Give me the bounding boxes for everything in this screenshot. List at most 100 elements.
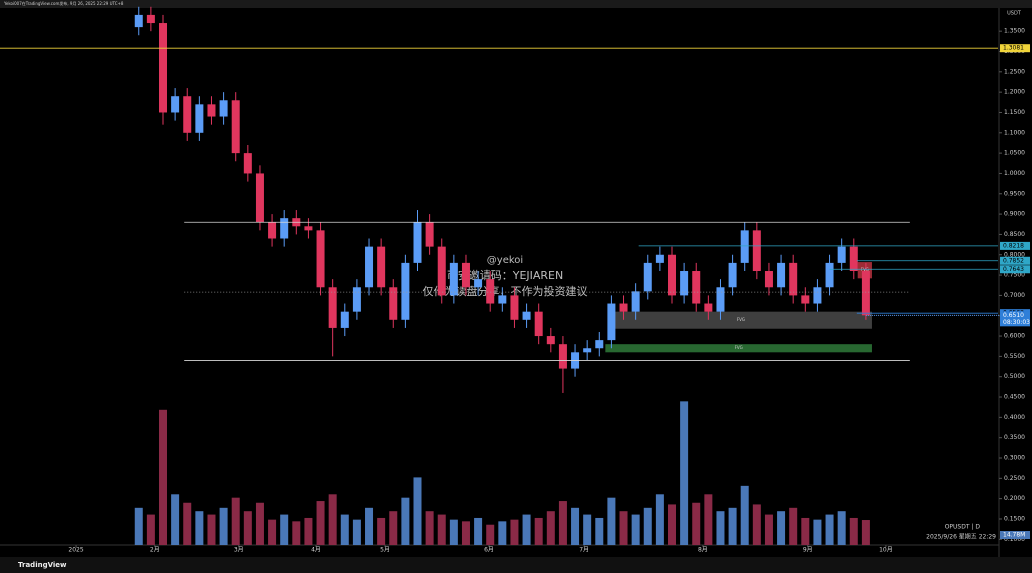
- volume-bar: [498, 521, 507, 545]
- y-tick-label: 0.4000: [1004, 414, 1025, 421]
- candle-body: [437, 246, 446, 296]
- candle-body: [231, 100, 240, 154]
- volume-bar: [546, 511, 555, 545]
- fvg-label: FVG: [861, 267, 869, 272]
- candle-body: [401, 262, 410, 320]
- candle-body: [558, 344, 567, 369]
- candle-body: [849, 246, 858, 272]
- volume-bar: [583, 514, 592, 545]
- candle-body: [607, 303, 616, 341]
- x-tick-label: 2月: [150, 547, 160, 554]
- y-tick-label: 0.3500: [1004, 434, 1025, 441]
- candle-body: [789, 262, 798, 296]
- candle-body: [255, 173, 264, 223]
- candle-body: [861, 271, 870, 316]
- candle-body: [643, 262, 652, 292]
- volume-bar: [680, 401, 689, 545]
- candle-body: [365, 246, 374, 288]
- candle-body: [304, 226, 313, 231]
- candle-body: [316, 230, 325, 288]
- price-tag-label: 1.3081: [1003, 45, 1024, 52]
- footer-bar: [0, 557, 1032, 573]
- candle-body: [219, 100, 228, 117]
- candle-body: [159, 23, 168, 113]
- volume-bar: [425, 511, 434, 545]
- volume-bar: [716, 511, 725, 545]
- volume-bar: [207, 514, 216, 545]
- candle-body: [522, 311, 531, 320]
- volume-bar: [607, 497, 616, 545]
- y-tick-label: 1.3500: [1004, 28, 1025, 35]
- last-price-tag: [1000, 311, 1030, 327]
- candle-body: [328, 287, 337, 328]
- x-tick-label: 6月: [484, 547, 494, 554]
- volume-bar: [595, 517, 604, 545]
- volume-bar: [631, 514, 640, 545]
- price-tag: [1000, 44, 1030, 53]
- volume-bar: [801, 517, 810, 545]
- volume-bar: [316, 501, 325, 545]
- candle-body: [183, 96, 192, 133]
- candle-body: [583, 348, 592, 353]
- volume-bar: [704, 494, 713, 545]
- volume-bar: [134, 507, 143, 545]
- volume-bar: [437, 514, 446, 545]
- y-tick-label: 0.8000: [1004, 251, 1025, 258]
- y-tick-label: 0.1000: [1004, 536, 1025, 543]
- candle-body: [667, 254, 676, 296]
- candle-body: [777, 262, 786, 288]
- volume-bar: [365, 507, 374, 545]
- candle-body: [134, 14, 143, 28]
- volume-bar: [643, 507, 652, 545]
- candle-body: [837, 246, 846, 263]
- candle-body: [474, 279, 483, 288]
- symbol: OPUSDT | D: [945, 524, 981, 531]
- x-tick-label: 5月: [380, 547, 390, 554]
- candle-body: [171, 96, 180, 113]
- volume-tag: [1000, 531, 1030, 539]
- y-tick-label: 0.5000: [1004, 373, 1025, 380]
- volume-bar: [171, 494, 180, 545]
- volume-bar: [255, 502, 264, 545]
- y-tick-label: 0.8500: [1004, 231, 1025, 238]
- volume-bar: [389, 511, 398, 545]
- y-tick-label: 0.7000: [1004, 292, 1025, 299]
- candle-body: [449, 262, 458, 296]
- candle-body: [146, 14, 155, 24]
- candle-body: [510, 295, 519, 320]
- candle-body: [377, 246, 386, 288]
- volume-bar: [825, 514, 834, 545]
- candle-body: [340, 311, 349, 328]
- volume-bar: [352, 519, 361, 545]
- fvg-label: FVG: [735, 345, 743, 350]
- y-tick-label: 0.9500: [1004, 190, 1025, 197]
- x-tick-label: 3月: [234, 547, 244, 554]
- volume-bar: [849, 517, 858, 545]
- price-tag-label: 0.8218: [1003, 242, 1024, 249]
- volume-bar: [837, 511, 846, 545]
- volume-bar: [461, 521, 470, 545]
- volume-bar: [401, 497, 410, 545]
- x-tick-label: 7月: [579, 547, 589, 554]
- volume-bar: [474, 517, 483, 545]
- volume-bar: [413, 477, 422, 545]
- volume-bar: [571, 507, 580, 545]
- volume-bar: [655, 494, 664, 545]
- volume-bar: [304, 517, 313, 545]
- volume-bar: [740, 485, 749, 545]
- y-tick-label: 0.1500: [1004, 515, 1025, 522]
- volume-bar: [777, 511, 786, 545]
- candle-body: [655, 254, 664, 263]
- x-tick-label: 8月: [698, 547, 708, 554]
- candle-body: [813, 287, 822, 304]
- candle-body: [680, 271, 689, 296]
- y-tick-label: 1.1000: [1004, 129, 1025, 136]
- fvg-zone: [605, 344, 872, 353]
- candle-body: [207, 104, 216, 117]
- y-tick-label: 1.1500: [1004, 109, 1025, 116]
- y-tick-label: 1.0000: [1004, 170, 1025, 177]
- candle-body: [486, 279, 495, 304]
- volume-bar: [813, 519, 822, 545]
- volume-bar: [789, 507, 798, 545]
- volume-bar: [243, 511, 252, 545]
